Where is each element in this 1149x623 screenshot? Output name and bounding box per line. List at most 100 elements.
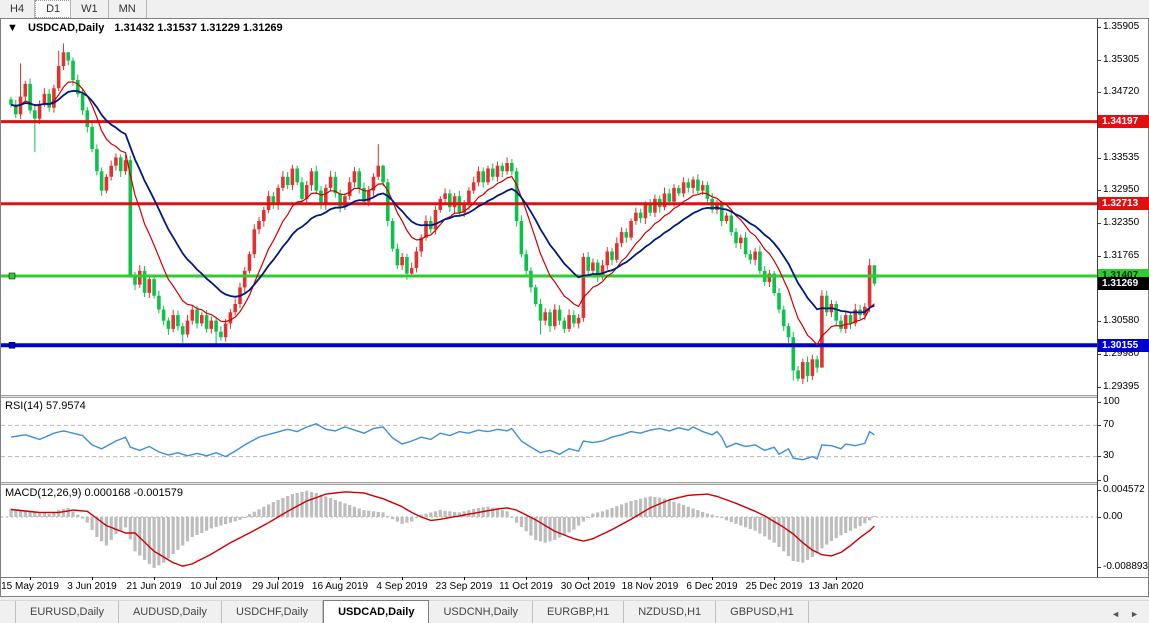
chart-symbol-label: USDCAD,Daily <box>27 22 105 34</box>
chart-window: ▼ USDCAD,Daily 1.31432 1.31537 1.31229 1… <box>0 18 1149 597</box>
time-axis[interactable]: 15 May 2019 3 Jun 2019 21 Jun 2019 10 Jul 2… <box>1 577 1148 596</box>
date-label: 16 Aug 2019 <box>311 581 369 592</box>
date-tick <box>464 577 465 580</box>
chart-title: ▼ USDCAD,Daily 1.31432 1.31537 1.31229 1… <box>7 22 283 34</box>
macd-tick-label: 0.004572 <box>1103 484 1145 495</box>
date-tick <box>92 577 93 580</box>
axis-tick <box>1098 517 1101 518</box>
date-label: 23 Sep 2019 <box>435 581 493 592</box>
timeframe-mn[interactable]: MN <box>109 0 147 18</box>
price-tick-label: 1.29980 <box>1103 348 1140 359</box>
axis-tick <box>1098 567 1101 568</box>
date-label: 18 Nov 2019 <box>621 581 679 592</box>
price-tick-label: 1.32350 <box>1103 217 1140 228</box>
date-tick <box>340 577 341 580</box>
quote-close: 1.31269 <box>242 22 283 34</box>
axis-tick <box>1098 490 1101 491</box>
date-tick <box>836 577 837 580</box>
rsi-tick-label: 30 <box>1103 450 1115 461</box>
price-tick-label: 1.34720 <box>1103 86 1140 97</box>
price-level-tag: 1.34197 <box>1098 115 1149 128</box>
timeframe-w1[interactable]: W1 <box>71 0 109 18</box>
axis-tick <box>1098 190 1101 191</box>
date-tick <box>774 577 775 580</box>
rsi-tick-label: 0 <box>1103 474 1109 485</box>
price-level-tag: 1.31269 <box>1098 277 1149 290</box>
tab-scroll-left-icon[interactable]: ◄ <box>1111 609 1121 619</box>
price-tick-label: 1.30580 <box>1103 315 1140 326</box>
macd-tick-label: -0.008893 <box>1103 561 1149 572</box>
macd-chart[interactable] <box>1 485 1097 577</box>
rsi-tick-label: 70 <box>1103 419 1115 430</box>
price-level-tag: 1.30155 <box>1098 339 1149 352</box>
quote-high: 1.31537 <box>157 22 198 34</box>
date-label: 3 Jun 2019 <box>67 581 117 592</box>
chart-tab-gbpusd-h1[interactable]: GBPUSD,H1 <box>716 601 809 623</box>
price-tick-label: 1.35305 <box>1103 54 1140 65</box>
candlestick-chart[interactable] <box>1 19 1097 395</box>
date-tick <box>216 577 217 580</box>
date-label: 4 Sep 2019 <box>376 581 428 592</box>
axis-tick <box>1098 158 1101 159</box>
axis-tick <box>1098 480 1101 481</box>
date-tick <box>588 577 589 580</box>
macd-panel[interactable]: MACD(12,26,9) 0.000168 -0.001579 <box>1 485 1097 577</box>
chart-tab-usdchf-daily[interactable]: USDCHF,Daily <box>222 601 324 623</box>
macd-label: MACD(12,26,9) 0.000168 -0.001579 <box>5 487 183 499</box>
chart-tab-usdcad-daily[interactable]: USDCAD,Daily <box>323 600 430 623</box>
price-axis[interactable]: 1.359051.353051.347201.341351.335351.329… <box>1097 19 1149 577</box>
timeframe-d1[interactable]: D1 <box>35 0 72 18</box>
collapse-triangle-icon[interactable]: ▼ <box>7 22 18 34</box>
quote-low: 1.31229 <box>200 22 240 34</box>
axis-tick <box>1098 92 1101 93</box>
date-label: 21 Jun 2019 <box>126 581 182 592</box>
date-tick <box>650 577 651 580</box>
rsi-tick-label: 100 <box>1103 396 1120 407</box>
date-tick <box>526 577 527 580</box>
chart-tab-nzdusd-h1[interactable]: NZDUSD,H1 <box>624 601 717 623</box>
panel-splitter[interactable] <box>1 482 1148 485</box>
date-label: 11 Oct 2019 <box>499 581 553 592</box>
axis-tick <box>1098 402 1101 403</box>
rsi-label: RSI(14) 57.9574 <box>5 400 86 412</box>
price-tick-label: 1.32950 <box>1103 184 1140 195</box>
symbol-tab-bar: EURUSD,Daily AUDUSD,Daily USDCHF,Daily USDC… <box>0 600 1149 623</box>
chart-tab-eurusd-daily[interactable]: EURUSD,Daily <box>16 601 119 623</box>
date-label: 10 Jul 2019 <box>190 581 242 592</box>
axis-tick <box>1098 354 1101 355</box>
price-tick-label: 1.29395 <box>1103 381 1140 392</box>
timeframe-h4[interactable]: H4 <box>0 0 36 18</box>
chart-tab-eurgbp-h1[interactable]: EURGBP,H1 <box>533 601 625 623</box>
price-chart-panel[interactable] <box>1 19 1097 395</box>
axis-tick <box>1098 223 1101 224</box>
quote-open: 1.31432 <box>114 22 155 34</box>
date-label: 25 Dec 2019 <box>745 581 803 592</box>
axis-tick <box>1098 256 1101 257</box>
rsi-chart[interactable] <box>1 398 1097 482</box>
panel-splitter[interactable] <box>1 395 1148 398</box>
chart-tab-audusd-daily[interactable]: AUDUSD,Daily <box>119 601 222 623</box>
date-label: 15 May 2019 <box>1 581 59 592</box>
date-label: 6 Dec 2019 <box>686 581 738 592</box>
tab-strip-corner <box>0 601 16 623</box>
chart-tab-usdcnh-daily[interactable]: USDCNH,Daily <box>429 601 534 623</box>
date-label: 29 Jul 2019 <box>252 581 304 592</box>
tab-scroll-right-icon[interactable]: ► <box>1130 609 1139 619</box>
price-tick-label: 1.33535 <box>1103 152 1140 163</box>
date-tick <box>278 577 279 580</box>
date-tick <box>712 577 713 580</box>
axis-tick <box>1098 60 1101 61</box>
price-level-tag: 1.32713 <box>1098 197 1149 210</box>
axis-tick <box>1098 425 1101 426</box>
timeframe-toolbar: H4 D1 W1 MN <box>0 0 1149 18</box>
date-tick <box>30 577 31 580</box>
axis-tick <box>1098 27 1101 28</box>
tab-scroll-nav: ◄ ► <box>1111 609 1149 623</box>
date-tick <box>402 577 403 580</box>
axis-tick <box>1098 321 1101 322</box>
date-label: 30 Oct 2019 <box>560 581 616 592</box>
rsi-panel[interactable]: RSI(14) 57.9574 <box>1 398 1097 482</box>
date-label: 13 Jan 2020 <box>808 581 864 592</box>
axis-tick <box>1098 387 1101 388</box>
